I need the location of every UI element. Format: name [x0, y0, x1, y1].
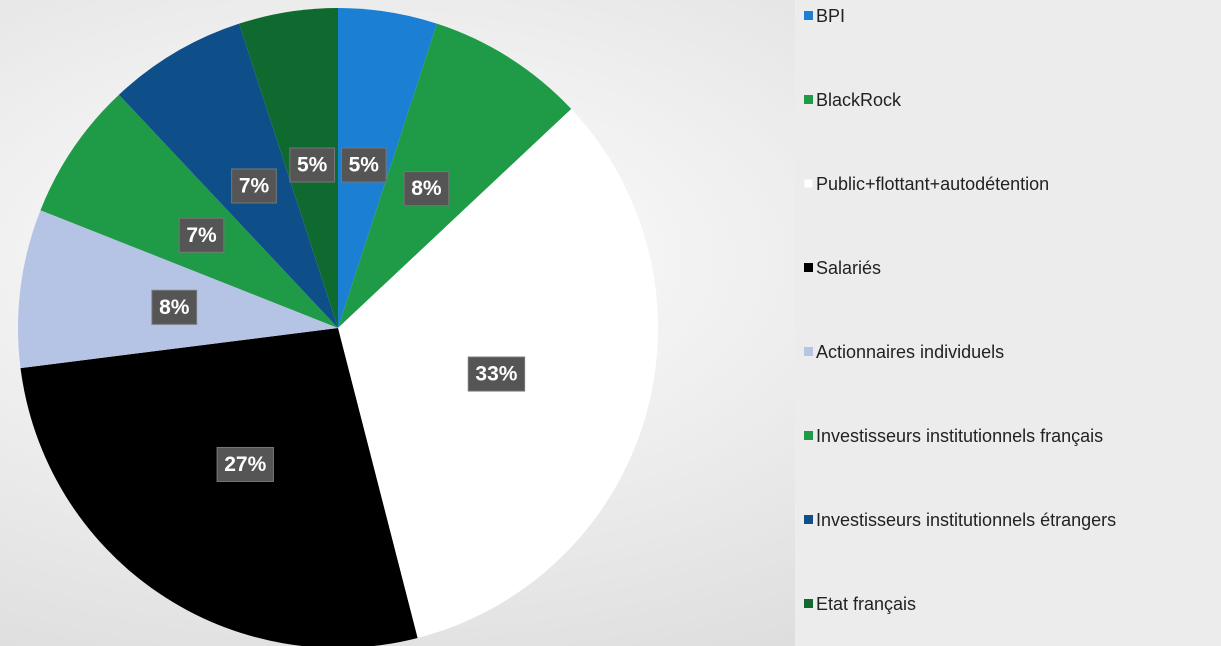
- pie-slice: [239, 8, 338, 328]
- legend-label: BlackRock: [816, 90, 902, 110]
- legend-swatch: [804, 263, 813, 272]
- legend-box: [795, 0, 1221, 646]
- pie-slice: [40, 94, 338, 328]
- label-box: [178, 217, 225, 253]
- label-box: [289, 147, 336, 183]
- data-label: 33%: [475, 363, 517, 386]
- label-box: [231, 168, 277, 204]
- data-label: 7%: [239, 175, 270, 198]
- legend-label: Salariés: [816, 258, 881, 278]
- pie-slice: [338, 8, 437, 328]
- legend-label: Actionnaires individuels: [816, 342, 1004, 362]
- pie-slice: [338, 23, 572, 328]
- label-box: [151, 289, 198, 325]
- data-label: 27%: [224, 453, 266, 476]
- label-box: [403, 171, 450, 207]
- label-box: [216, 446, 274, 482]
- legend-swatch: [803, 178, 814, 189]
- legend-label: Investisseurs institutionnels étrangers: [816, 510, 1116, 530]
- legend-swatch: [804, 11, 813, 20]
- legend-label: Investisseurs institutionnels français: [816, 426, 1103, 446]
- legend-swatch: [804, 431, 813, 440]
- data-label: 8%: [159, 296, 190, 319]
- pie-slice: [18, 210, 338, 369]
- legend-label: Public+flottant+autodétention: [816, 174, 1049, 194]
- data-label: 7%: [186, 224, 217, 247]
- label-box: [467, 356, 526, 392]
- legend-label: Etat français: [816, 594, 916, 614]
- legend-label: BPI: [816, 6, 845, 26]
- legend-swatch: [804, 515, 813, 524]
- pie-slice: [118, 23, 339, 328]
- data-label: 5%: [297, 154, 328, 177]
- pie-slice: [20, 328, 418, 646]
- legend-swatch: [804, 347, 813, 356]
- legend-swatch: [804, 599, 813, 608]
- data-label: 5%: [349, 154, 380, 177]
- label-box: [340, 147, 387, 183]
- data-label: 8%: [411, 177, 442, 200]
- legend-swatch: [804, 95, 813, 104]
